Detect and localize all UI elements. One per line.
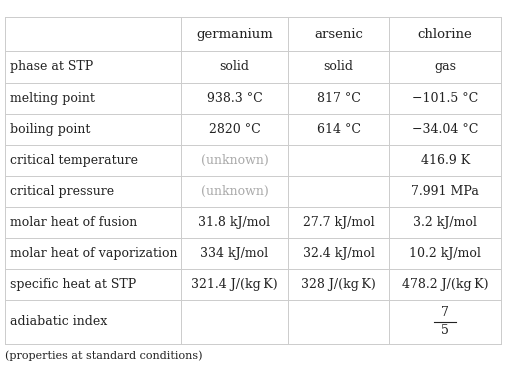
Text: 416.9 K: 416.9 K [420,154,469,167]
Text: 614 °C: 614 °C [316,123,360,136]
Text: phase at STP: phase at STP [10,60,93,74]
Text: 10.2 kJ/mol: 10.2 kJ/mol [409,247,480,260]
Text: 32.4 kJ/mol: 32.4 kJ/mol [302,247,374,260]
Text: 817 °C: 817 °C [316,92,360,105]
Text: specific heat at STP: specific heat at STP [10,278,136,291]
Text: (properties at standard conditions): (properties at standard conditions) [5,350,202,361]
Text: molar heat of vaporization: molar heat of vaporization [10,247,177,260]
Text: arsenic: arsenic [314,28,362,40]
Text: 31.8 kJ/mol: 31.8 kJ/mol [198,216,270,229]
Text: 328 J/(kg K): 328 J/(kg K) [300,278,375,291]
Text: boiling point: boiling point [10,123,90,136]
Text: molar heat of fusion: molar heat of fusion [10,216,137,229]
Text: 5: 5 [440,324,448,338]
Text: 478.2 J/(kg K): 478.2 J/(kg K) [401,278,487,291]
Text: adiabatic index: adiabatic index [10,315,107,328]
Text: 321.4 J/(kg K): 321.4 J/(kg K) [191,278,277,291]
Text: melting point: melting point [10,92,95,105]
Text: −101.5 °C: −101.5 °C [411,92,477,105]
Text: germanium: germanium [195,28,272,40]
Text: gas: gas [433,60,455,74]
Text: −34.04 °C: −34.04 °C [411,123,477,136]
Text: solid: solid [219,60,249,74]
Text: solid: solid [323,60,353,74]
Text: 334 kJ/mol: 334 kJ/mol [200,247,268,260]
Text: 27.7 kJ/mol: 27.7 kJ/mol [302,216,374,229]
Text: (unknown): (unknown) [200,185,268,198]
Text: 3.2 kJ/mol: 3.2 kJ/mol [413,216,476,229]
Text: critical pressure: critical pressure [10,185,114,198]
Text: 7: 7 [440,306,448,320]
Text: 938.3 °C: 938.3 °C [206,92,262,105]
Text: 7.991 MPa: 7.991 MPa [411,185,478,198]
Text: critical temperature: critical temperature [10,154,138,167]
Text: chlorine: chlorine [417,28,472,40]
Text: 2820 °C: 2820 °C [208,123,260,136]
Text: (unknown): (unknown) [200,154,268,167]
